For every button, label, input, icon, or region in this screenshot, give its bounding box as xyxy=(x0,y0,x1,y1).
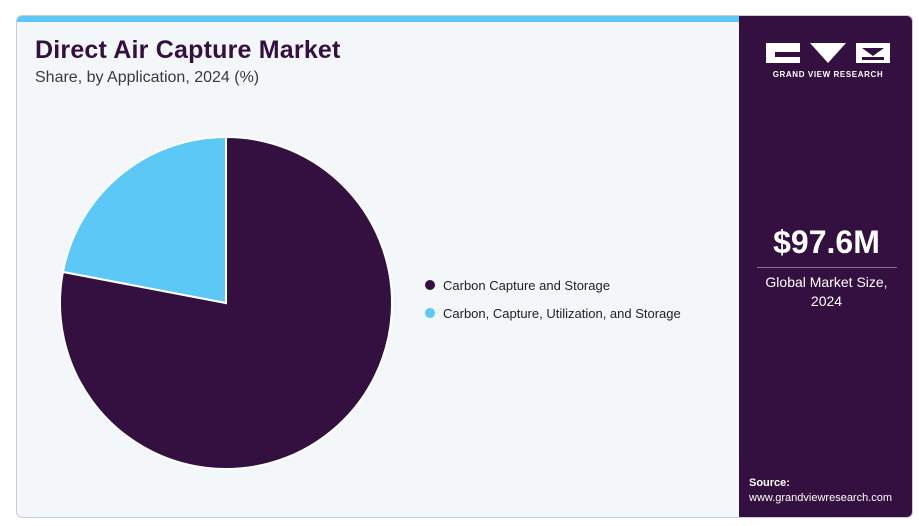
source-url: www.grandviewresearch.com xyxy=(749,492,893,504)
market-size-label: Global Market Size, 2024 xyxy=(739,273,912,311)
market-size-label-line2: 2024 xyxy=(810,293,843,309)
chart-subtitle: Share, by Application, 2024 (%) xyxy=(35,69,260,86)
legend-item: Carbon, Capture, Utilization, and Storag… xyxy=(425,299,681,327)
brand-logo: GRAND VIEW RESEARCH xyxy=(766,41,890,79)
source-label: Source: xyxy=(749,477,790,489)
legend-swatch-icon xyxy=(425,308,435,318)
pie-slice-1 xyxy=(61,135,227,305)
legend-swatch-icon xyxy=(425,280,435,290)
legend-label: Carbon, Capture, Utilization, and Storag… xyxy=(443,305,681,321)
pie-slice-0 xyxy=(59,135,393,470)
sidebar-panel: GRAND VIEW RESEARCH $97.6M Global Market… xyxy=(739,16,912,517)
market-size-value: $97.6M xyxy=(773,224,880,260)
chart-card: Direct Air Capture Market Share, by Appl… xyxy=(16,15,913,518)
pie-chart xyxy=(59,135,393,470)
brand-name: GRAND VIEW RESEARCH xyxy=(772,70,884,79)
legend-label: Carbon Capture and Storage xyxy=(443,277,610,293)
accent-bar xyxy=(17,16,739,22)
chart-title: Direct Air Capture Market xyxy=(35,36,341,64)
divider xyxy=(757,267,897,268)
market-size-label-line1: Global Market Size, xyxy=(765,274,888,290)
chart-legend: Carbon Capture and Storage Carbon, Captu… xyxy=(425,271,681,327)
grand-view-research-logo-icon xyxy=(766,43,890,63)
legend-item: Carbon Capture and Storage xyxy=(425,271,681,299)
